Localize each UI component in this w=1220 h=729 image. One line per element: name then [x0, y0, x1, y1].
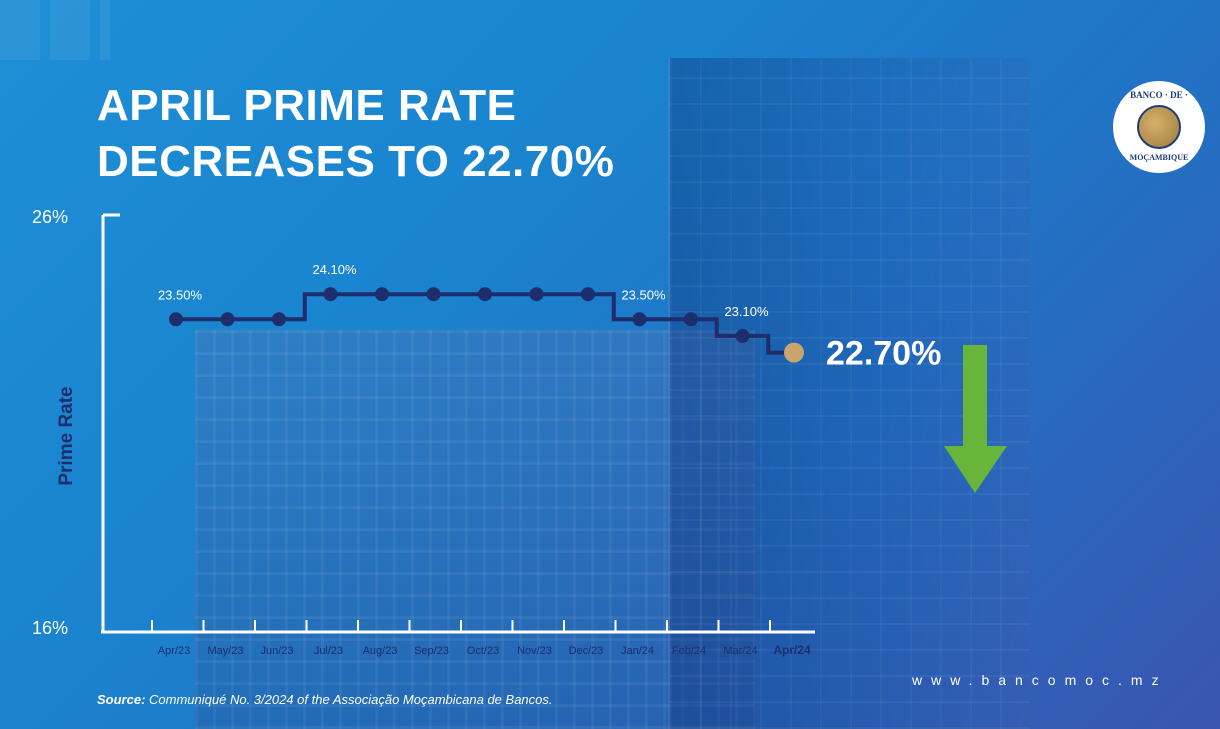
- data-label: 23.50%: [621, 287, 666, 302]
- x-tick-label: Aug/23: [363, 645, 398, 657]
- data-point: [735, 328, 750, 343]
- data-point: [272, 312, 286, 327]
- x-tick-label: Mar/24: [723, 645, 757, 657]
- background-pattern: [0, 0, 110, 60]
- data-point: [529, 287, 544, 302]
- series-points: [169, 287, 804, 363]
- x-tick-label: Apr/23: [158, 645, 190, 657]
- series-line: [176, 292, 794, 355]
- x-tick-label: Feb/24: [672, 645, 706, 657]
- data-point: [581, 287, 595, 302]
- title-line-2: DECREASES TO 22.70%: [97, 137, 615, 186]
- website-url: www.bancomoc.mz: [912, 672, 1168, 688]
- highlight-point: [784, 342, 804, 363]
- title-line-1: APRIL PRIME RATE: [97, 81, 517, 130]
- x-tick-label: Oct/23: [467, 645, 499, 657]
- y-tick-label-min: 16%: [32, 618, 68, 638]
- y-tick-label-max: 26%: [32, 207, 68, 227]
- down-arrow-icon: [944, 345, 1007, 493]
- data-point: [632, 312, 647, 327]
- data-labels: 23.50% 24.10% 23.50% 23.10% 22.70%: [158, 262, 941, 372]
- data-point: [478, 287, 492, 302]
- data-point: [426, 287, 441, 302]
- logo-bottom-text: MOÇAMBIQUE: [1129, 153, 1189, 162]
- data-point: [220, 312, 235, 327]
- x-tick-label: Nov/23: [517, 645, 552, 657]
- data-point: [684, 312, 698, 327]
- bank-logo: BANCO · DE · MOÇAMBIQUE: [1116, 84, 1202, 170]
- highlight-label: 22.70%: [826, 335, 941, 373]
- data-point: [375, 287, 389, 302]
- data-point: [169, 312, 183, 327]
- data-point: [323, 287, 338, 302]
- source-label: Source:: [97, 692, 146, 707]
- x-tick-labels: Apr/23 May/23 Jun/23 Jul/23 Aug/23 Sep/23 Oct/…: [158, 643, 811, 657]
- x-tick-label: Apr/24: [773, 643, 811, 657]
- data-label: 24.10%: [312, 262, 357, 277]
- x-tick-label: Sep/23: [414, 645, 449, 657]
- logo-top-text: BANCO · DE ·: [1130, 90, 1188, 100]
- x-tick-label: Dec/23: [569, 645, 604, 657]
- x-tick-label: Jan/24: [621, 645, 654, 657]
- source-text: Communiqué No. 3/2024 of the Associação …: [149, 692, 553, 707]
- y-axis-label: Prime Rate: [56, 386, 77, 485]
- y-axis: 26% 16% Prime Rate: [32, 207, 120, 638]
- x-tick-label: May/23: [207, 645, 243, 657]
- x-tick-label: Jul/23: [314, 645, 343, 657]
- data-label: 23.50%: [158, 287, 203, 302]
- x-ticks: [151, 620, 771, 632]
- source-note: Source: Communiqué No. 3/2024 of the Ass…: [97, 692, 553, 707]
- data-label: 23.10%: [724, 304, 769, 319]
- background-building: [195, 330, 755, 729]
- x-tick-label: Jun/23: [260, 645, 293, 657]
- page-title: APRIL PRIME RATE DECREASES TO 22.70%: [97, 78, 614, 190]
- logo-emblem-icon: [1137, 105, 1181, 149]
